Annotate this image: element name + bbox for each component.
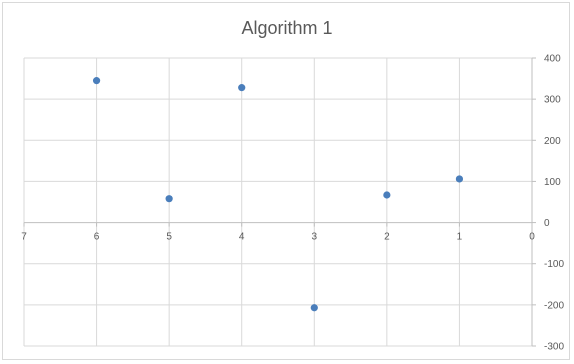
- x-tick-label: 6: [94, 232, 100, 243]
- chart-title: Algorithm 1: [241, 18, 333, 38]
- x-tick-label: 7: [21, 232, 27, 243]
- data-point: [165, 195, 173, 203]
- x-tick-label: 4: [239, 232, 245, 243]
- x-tick-labels: 7 6 5 4 3 2 1 0: [21, 232, 535, 243]
- axis-lines: [23, 57, 536, 347]
- y-tick-label: -200: [544, 300, 564, 311]
- x-tick-label: 2: [384, 232, 390, 243]
- gridlines: [23, 57, 532, 347]
- y-tick-label: 300: [544, 95, 561, 106]
- data-point: [383, 191, 391, 199]
- data-point: [238, 84, 246, 92]
- data-point: [92, 77, 101, 85]
- x-tick-label: 1: [457, 232, 463, 243]
- data-points: [92, 77, 464, 312]
- y-tick-labels: 400 300 200 100 0 -100 -200 -300: [544, 54, 564, 353]
- y-tick-label: 0: [544, 218, 550, 229]
- y-tick-label: -300: [544, 342, 564, 353]
- x-tick-label: 5: [166, 232, 172, 243]
- y-tick-label: 400: [544, 54, 561, 65]
- data-point: [310, 304, 318, 312]
- x-tick-label: 0: [529, 232, 535, 243]
- data-point: [455, 175, 464, 183]
- y-tick-label: 100: [544, 177, 561, 188]
- x-tick-label: 3: [312, 232, 318, 243]
- y-tick-label: -100: [544, 259, 564, 270]
- y-tick-label: 200: [544, 136, 561, 147]
